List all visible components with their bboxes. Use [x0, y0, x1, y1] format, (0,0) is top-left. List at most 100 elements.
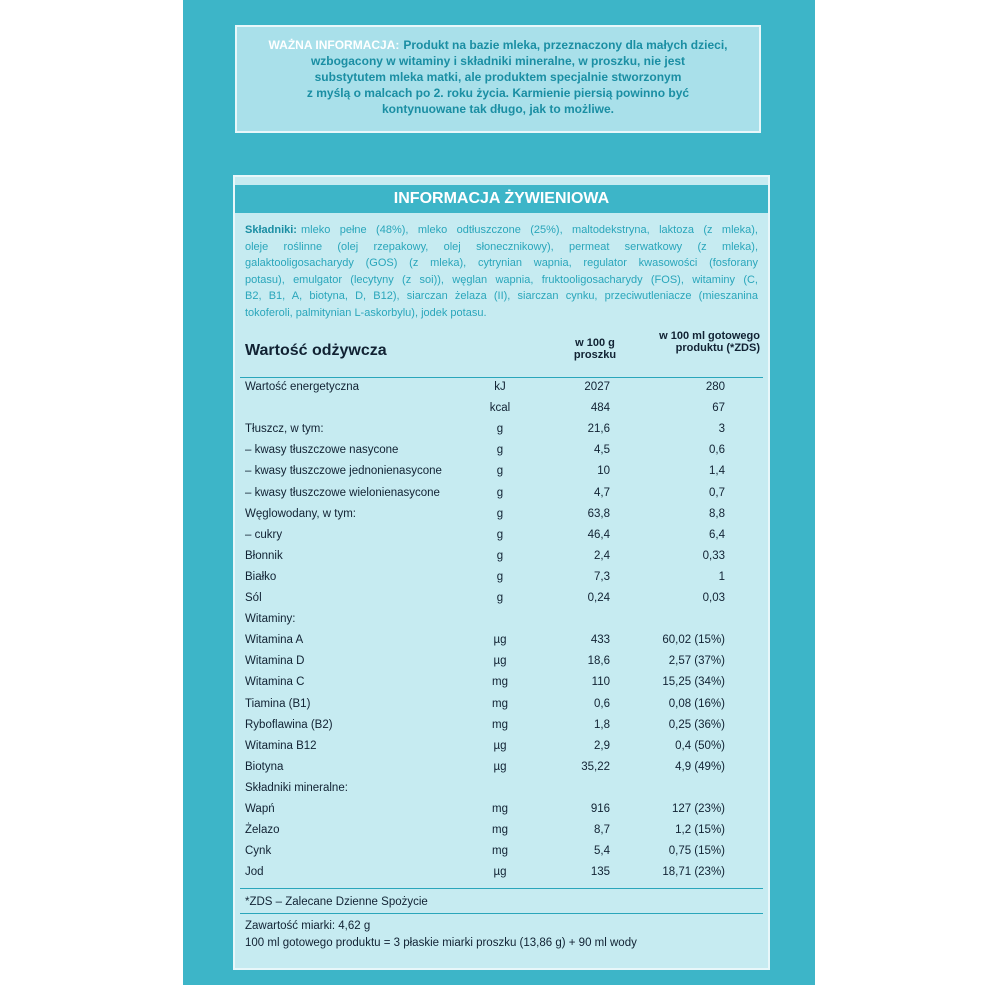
row-name: Witamina D: [245, 655, 305, 668]
row-value-100ml: 4,9 (49%): [675, 760, 725, 773]
row-unit: µg: [493, 655, 507, 668]
row-value-100g: 916: [590, 803, 610, 815]
ingredients-line: B2, B1, A, biotyna, D, B12), siarczan że…: [245, 288, 758, 305]
row-value-100g: 484: [590, 402, 610, 415]
row-value-100g: 35,22: [581, 760, 610, 773]
row-value-100g: 21,6: [587, 423, 610, 436]
warning-text: Produkt na bazie mleka, przeznaczony dla…: [403, 38, 728, 52]
col-header: w 100 ml gotowego produktu (*ZDS): [659, 330, 760, 354]
ingredients: Składniki: mleko pełne (48%), mleko odtłu…: [245, 222, 758, 321]
row-value-100ml: 2,57 (37%): [668, 655, 725, 668]
row-value-100g: 110: [591, 676, 610, 689]
row-unit: g: [496, 444, 504, 457]
ingredients-text: mleko pełne (48%), mleko odtłuszczone (2…: [300, 224, 758, 236]
row-unit: g: [496, 423, 504, 436]
row-unit: g: [496, 549, 504, 562]
row-value-100ml: 0,4 (50%): [675, 739, 725, 752]
row-value-100g: 63,8: [587, 507, 610, 520]
ingredients-line: oleje roślinne (olej rzepakowy, olej sło…: [245, 239, 758, 256]
row-unit: g: [496, 528, 504, 541]
row-name: Wartość energetyczna: [245, 381, 359, 393]
ingredients-line: Składniki: mleko pełne (48%), mleko odtłu…: [245, 222, 758, 239]
col-header: w 100 g proszku: [573, 337, 617, 361]
ingredients-text: galaktooligosacharydy (GOS) (z mleka), c…: [245, 257, 758, 269]
row-value-100g: 0,6: [594, 697, 610, 710]
row-name: – kwasy tłuszczowe wielonienasycone: [245, 486, 440, 499]
row-value-100g: 0,24: [587, 592, 610, 604]
row-value-100ml: 60,02 (15%): [662, 634, 725, 647]
row-name: Tłuszcz, w tym:: [245, 423, 324, 436]
row-name: Cynk: [245, 845, 272, 858]
row-value-100ml: 0,33: [702, 549, 725, 562]
row-value-100ml: 15,25 (34%): [662, 676, 725, 689]
warning-label: WAŻNA INFORMACJA:: [268, 38, 400, 52]
row-value-100g: 5,4: [594, 845, 610, 858]
row-value-100ml: 0,7: [709, 486, 725, 499]
row-value-100g: 433: [590, 634, 610, 647]
row-name: Wapń: [245, 803, 275, 815]
row-value-100g: 2027: [584, 381, 610, 393]
row-name: Węglowodany, w tym:: [245, 507, 356, 520]
row-value-100ml: 1,4: [709, 465, 725, 478]
row-name: – cukry: [245, 528, 283, 541]
warning-text: kontynuowane tak długo, jak to możliwe.: [381, 102, 615, 116]
row-value-100g: 2,4: [594, 549, 610, 562]
row-value-100ml: 8,8: [709, 507, 725, 520]
row-unit: µg: [493, 634, 507, 647]
warning-line: WAŻNA INFORMACJA: Produkt na bazie mleka,…: [237, 37, 759, 53]
row-unit: g: [496, 486, 504, 499]
row-value-100ml: 1: [718, 570, 725, 583]
row-value-100ml: 1,2 (15%): [675, 824, 725, 837]
row-value-100ml: 0,25 (36%): [668, 718, 725, 731]
row-unit: g: [496, 592, 504, 604]
ingredients-line: tokoferoli, palmitynian L-askorbylu), jo…: [245, 305, 758, 322]
row-name: Białko: [245, 570, 277, 583]
row-value-100ml: 67: [712, 402, 725, 415]
row-name: Ryboflawina (B2): [245, 718, 333, 731]
ingredients-text: B2, B1, A, biotyna, D, B12), siarczan że…: [245, 290, 758, 302]
row-unit: g: [496, 465, 504, 478]
row-unit: kJ: [494, 381, 506, 393]
row-value-100ml: 18,71 (23%): [662, 866, 725, 879]
row-value-100g: 46,4: [587, 528, 610, 541]
row-unit: mg: [492, 824, 508, 837]
warning-line: wzbogacony w witaminy i składniki minera…: [237, 53, 759, 69]
row-name: Witamina C: [245, 676, 305, 689]
row-value-100ml: 0,03: [702, 592, 725, 604]
section-title: INFORMACJA ŻYWIENIOWA: [235, 185, 768, 213]
row-name: Biotyna: [245, 760, 284, 773]
row-name: Witamina B12: [245, 739, 317, 752]
row-value-100ml: 6,4: [709, 528, 725, 541]
row-value-100g: 8,7: [594, 824, 610, 837]
row-unit: mg: [492, 718, 508, 731]
row-value-100g: 10: [597, 465, 610, 478]
row-value-100ml: 0,08 (16%): [668, 697, 725, 710]
row-unit: µg: [493, 760, 507, 773]
row-name: – kwasy tłuszczowe jednonienasycone: [245, 465, 442, 478]
nutrition-box: [233, 175, 770, 970]
row-value-100ml: 3: [718, 423, 725, 436]
row-name: Tiamina (B1): [245, 697, 311, 710]
footnote: *ZDS – Zalecane Dzienne Spożycie: [245, 896, 428, 908]
divider: [240, 888, 763, 889]
row-value-100ml: 127 (23%): [671, 803, 725, 815]
row-value-100g: 135: [590, 866, 610, 879]
row-name: Żelazo: [245, 824, 280, 837]
row-value-100g: 4,7: [594, 486, 610, 499]
row-name: Błonnik: [245, 549, 283, 562]
row-unit: mg: [492, 845, 508, 858]
ingredients-text: potasu), emulgator (lecytyny (z soi)), w…: [245, 273, 758, 286]
note: 100 ml gotowego produktu = 3 płaskie mia…: [245, 937, 637, 949]
row-value-100g: 2,9: [594, 739, 610, 752]
warning-line: z myślą o malcach po 2. roku życia. Karm…: [237, 85, 759, 101]
row-value-100g: 18,6: [587, 655, 610, 668]
row-value-100ml: 0,75 (15%): [668, 845, 725, 858]
ingredients-line: galaktooligosacharydy (GOS) (z mleka), c…: [245, 255, 758, 272]
divider: [240, 377, 763, 378]
row-name: Witaminy:: [245, 613, 296, 626]
row-unit: kcal: [489, 402, 511, 415]
row-name: Jod: [245, 866, 264, 879]
warning-text: substytutem mleka matki, ale produktem s…: [314, 70, 682, 84]
row-name: Witamina A: [245, 634, 304, 647]
row-name: Sól: [245, 592, 262, 604]
